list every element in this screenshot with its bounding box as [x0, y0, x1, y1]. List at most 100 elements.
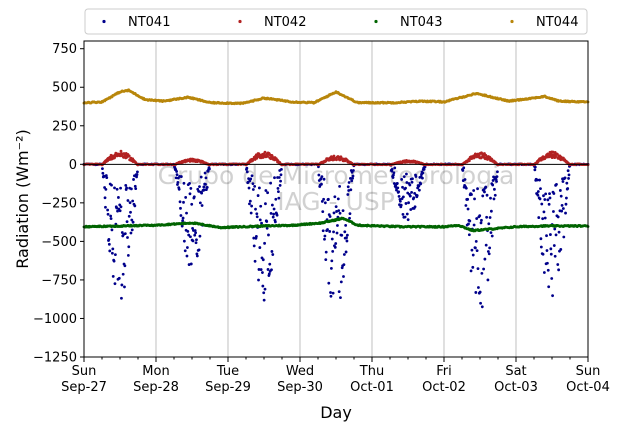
nt041-point	[125, 220, 129, 224]
x-axis: SunSep-27MonSep-28TueSep-29WedSep-30ThuO…	[61, 357, 610, 395]
nt041-point	[208, 167, 211, 171]
nt041-point	[198, 185, 201, 189]
nt041-point	[129, 231, 133, 235]
nt041-point	[175, 173, 179, 177]
nt041-point	[117, 276, 121, 280]
nt041-point	[541, 252, 545, 256]
nt041-point	[560, 209, 564, 213]
nt041-point	[404, 202, 408, 205]
nt041-point	[198, 234, 202, 238]
nt041-point	[253, 259, 257, 263]
nt041-point	[124, 183, 128, 187]
nt041-point	[189, 262, 193, 266]
nt041-point	[189, 235, 192, 239]
nt041-point	[331, 249, 335, 253]
nt041-point	[343, 230, 347, 234]
nt041-point	[328, 215, 332, 218]
nt041-point	[119, 186, 122, 190]
nt041-point	[107, 237, 111, 241]
nt041-point	[277, 176, 281, 179]
nt041-point	[269, 211, 273, 215]
nt041-point	[135, 175, 138, 179]
nt041-point	[115, 187, 119, 191]
nt041-point	[197, 189, 201, 193]
nt041-point	[391, 176, 395, 179]
nt041-point	[392, 182, 396, 185]
nt041-point	[483, 190, 486, 194]
nt041-point	[337, 209, 341, 213]
nt041-point	[202, 185, 206, 189]
nt041-point	[472, 189, 476, 192]
nt041-point	[566, 169, 570, 173]
nt041-point	[341, 209, 345, 212]
nt041-point	[493, 193, 497, 197]
nt041-point	[110, 251, 114, 255]
nt042-point	[127, 154, 131, 158]
nt041-point	[464, 186, 468, 190]
nt041-point	[252, 236, 256, 240]
nt041-point	[255, 215, 259, 219]
nt041-point	[261, 258, 265, 262]
nt041-point	[339, 280, 343, 284]
nt041-point	[271, 215, 275, 219]
nt041-point	[202, 188, 206, 192]
nt041-point	[333, 195, 337, 199]
nt041-point	[536, 193, 540, 197]
nt041-point	[344, 223, 348, 227]
nt041-point	[129, 187, 133, 191]
nt041-point	[403, 215, 407, 219]
nt041-point	[333, 245, 337, 249]
nt041-point	[272, 207, 276, 211]
nt041-point	[336, 197, 340, 201]
nt041-point	[180, 224, 184, 228]
nt041-point	[110, 183, 113, 187]
nt041-point	[496, 170, 499, 174]
nt041-point	[551, 294, 554, 298]
nt041-point	[109, 217, 113, 221]
nt041-point	[392, 171, 396, 175]
nt041-point	[197, 248, 201, 252]
legend-marker-nt044	[510, 19, 514, 24]
nt041-point	[559, 194, 563, 198]
nt041-point	[247, 186, 251, 190]
nt041-point	[349, 176, 352, 180]
nt041-point	[104, 187, 108, 191]
nt041-point	[324, 258, 328, 261]
nt041-point	[476, 267, 480, 271]
nt041-point	[277, 196, 281, 200]
nt041-point	[199, 175, 203, 179]
nt041-point	[470, 193, 473, 196]
nt041-point	[399, 203, 403, 207]
nt041-point	[276, 186, 280, 190]
nt041-point	[185, 211, 188, 215]
nt041-point	[121, 272, 125, 276]
nt041-point	[111, 247, 115, 251]
nt041-point	[188, 181, 191, 185]
nt041-point	[477, 286, 480, 289]
nt041-point	[251, 182, 255, 186]
nt041-point	[120, 283, 124, 287]
nt041-point	[134, 187, 138, 191]
nt041-point	[482, 267, 485, 271]
nt041-point	[133, 184, 137, 188]
nt041-point	[478, 214, 482, 218]
nt041-point	[565, 181, 569, 185]
nt041-point	[398, 199, 402, 203]
nt041-point	[489, 231, 493, 235]
nt041-point	[352, 169, 355, 172]
nt041-point	[245, 166, 249, 170]
nt041-point	[392, 173, 395, 177]
nt041-point	[550, 277, 554, 280]
nt042-point	[551, 150, 555, 154]
nt041-point	[279, 179, 282, 183]
nt041-point	[469, 269, 473, 273]
nt041-point	[190, 202, 194, 206]
y-tick-label: 500	[52, 81, 77, 96]
nt041-point	[275, 213, 279, 217]
nt041-point	[408, 183, 412, 187]
nt041-point	[479, 301, 482, 305]
nt041-point	[487, 252, 491, 256]
y-tick-label: −250	[41, 196, 77, 211]
nt041-point	[259, 268, 263, 271]
